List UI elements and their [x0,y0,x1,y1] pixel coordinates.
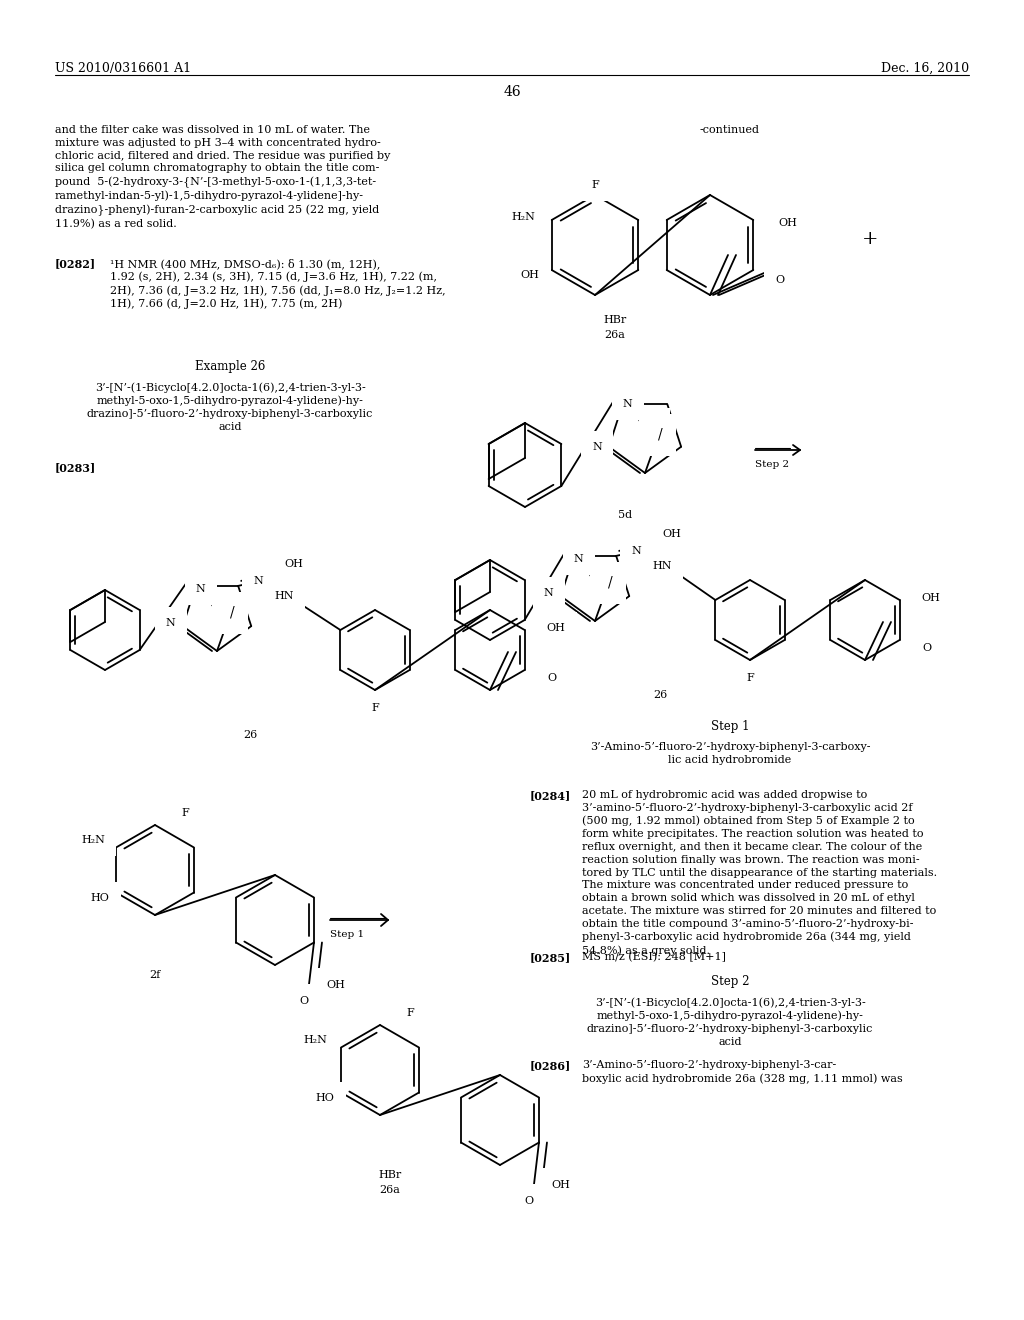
Text: OH: OH [327,979,345,990]
Text: N: N [574,554,584,564]
Text: Example 26: Example 26 [195,360,265,374]
Text: MS m/z (ESI): 248 [M+1]: MS m/z (ESI): 248 [M+1] [582,952,726,962]
Text: F: F [746,673,754,682]
Text: F: F [181,808,188,818]
Text: OH: OH [547,623,565,634]
Text: 2f: 2f [150,970,161,979]
Text: O: O [524,1196,534,1205]
Text: [0283]: [0283] [55,462,96,473]
Text: OH: OH [778,218,798,228]
Text: O: O [548,673,557,682]
Text: Dec. 16, 2010: Dec. 16, 2010 [881,62,969,75]
Text: O: O [299,995,308,1006]
Text: Step 2: Step 2 [711,975,750,987]
Text: O: O [923,643,932,653]
Text: H₂N: H₂N [511,213,535,222]
Text: HBr: HBr [603,315,627,325]
Text: O: O [650,420,659,429]
Text: OH: OH [663,529,682,539]
Text: -continued: -continued [700,125,760,135]
Text: 3’-Amino-5’-fluoro-2’-hydroxy-biphenyl-3-car-
boxylic acid hydrobromide 26a (328: 3’-Amino-5’-fluoro-2’-hydroxy-biphenyl-3… [582,1060,903,1084]
Text: F: F [371,704,379,713]
Text: [0284]: [0284] [530,789,571,801]
Text: 5d: 5d [617,510,632,520]
Text: OH: OH [520,271,540,280]
Text: N: N [592,442,602,451]
Text: HN: HN [652,561,672,570]
Text: F: F [591,180,599,190]
Text: /: / [229,606,234,620]
Text: O: O [601,573,610,583]
Text: N: N [196,583,206,594]
Text: 26: 26 [243,730,257,741]
Text: [0286]: [0286] [530,1060,571,1071]
Text: HO: HO [90,894,110,903]
Text: [0282]: [0282] [55,257,96,269]
Text: N: N [631,546,641,556]
Text: H₂N: H₂N [81,836,104,845]
Text: and the filter cake was dissolved in 10 mL of water. The
mixture was adjusted to: and the filter cake was dissolved in 10 … [55,125,390,228]
Text: N: N [623,399,633,409]
Text: F: F [407,1008,414,1018]
Text: O: O [775,275,784,285]
Text: N: N [253,576,263,586]
Text: HBr: HBr [379,1170,401,1180]
Text: N: N [544,589,554,598]
Text: OH: OH [922,593,940,603]
Text: OH: OH [285,558,303,569]
Text: [0285]: [0285] [530,952,571,964]
Text: N: N [166,618,176,628]
Text: +: + [862,230,879,248]
Text: 20 mL of hydrobromic acid was added dropwise to
3’-amino-5’-fluoro-2’-hydroxy-bi: 20 mL of hydrobromic acid was added drop… [582,789,937,956]
Text: OH: OH [552,1180,570,1189]
Text: HO: HO [315,1093,335,1104]
Text: O: O [223,603,232,612]
Text: ¹H NMR (400 MHz, DMSO-d₆): δ 1.30 (m, 12H),
1.92 (s, 2H), 2.34 (s, 3H), 7.15 (d,: ¹H NMR (400 MHz, DMSO-d₆): δ 1.30 (m, 12… [110,257,445,309]
Text: 26a: 26a [604,330,626,341]
Text: 3’-[N’-(1-Bicyclo[4.2.0]octa-1(6),2,4-trien-3-yl-3-
methyl-5-oxo-1,5-dihydro-pyr: 3’-[N’-(1-Bicyclo[4.2.0]octa-1(6),2,4-tr… [587,997,873,1047]
Text: Step 1: Step 1 [711,719,750,733]
Text: /: / [607,576,612,590]
Text: 3’-Amino-5’-fluoro-2’-hydroxy-biphenyl-3-carboxy-
lic acid hydrobromide: 3’-Amino-5’-fluoro-2’-hydroxy-biphenyl-3… [590,742,870,764]
Text: 3’-[N’-(1-Bicyclo[4.2.0]octa-1(6),2,4-trien-3-yl-3-
methyl-5-oxo-1,5-dihydro-pyr: 3’-[N’-(1-Bicyclo[4.2.0]octa-1(6),2,4-tr… [87,381,373,432]
Text: 26: 26 [653,690,667,700]
Text: 46: 46 [503,84,521,99]
Text: H₂N: H₂N [303,1035,327,1045]
Text: Step 2: Step 2 [755,459,790,469]
Text: /: / [657,428,663,442]
Text: HN: HN [274,591,294,601]
Text: US 2010/0316601 A1: US 2010/0316601 A1 [55,62,191,75]
Text: 26a: 26a [380,1185,400,1195]
Text: Step 1: Step 1 [330,931,365,939]
